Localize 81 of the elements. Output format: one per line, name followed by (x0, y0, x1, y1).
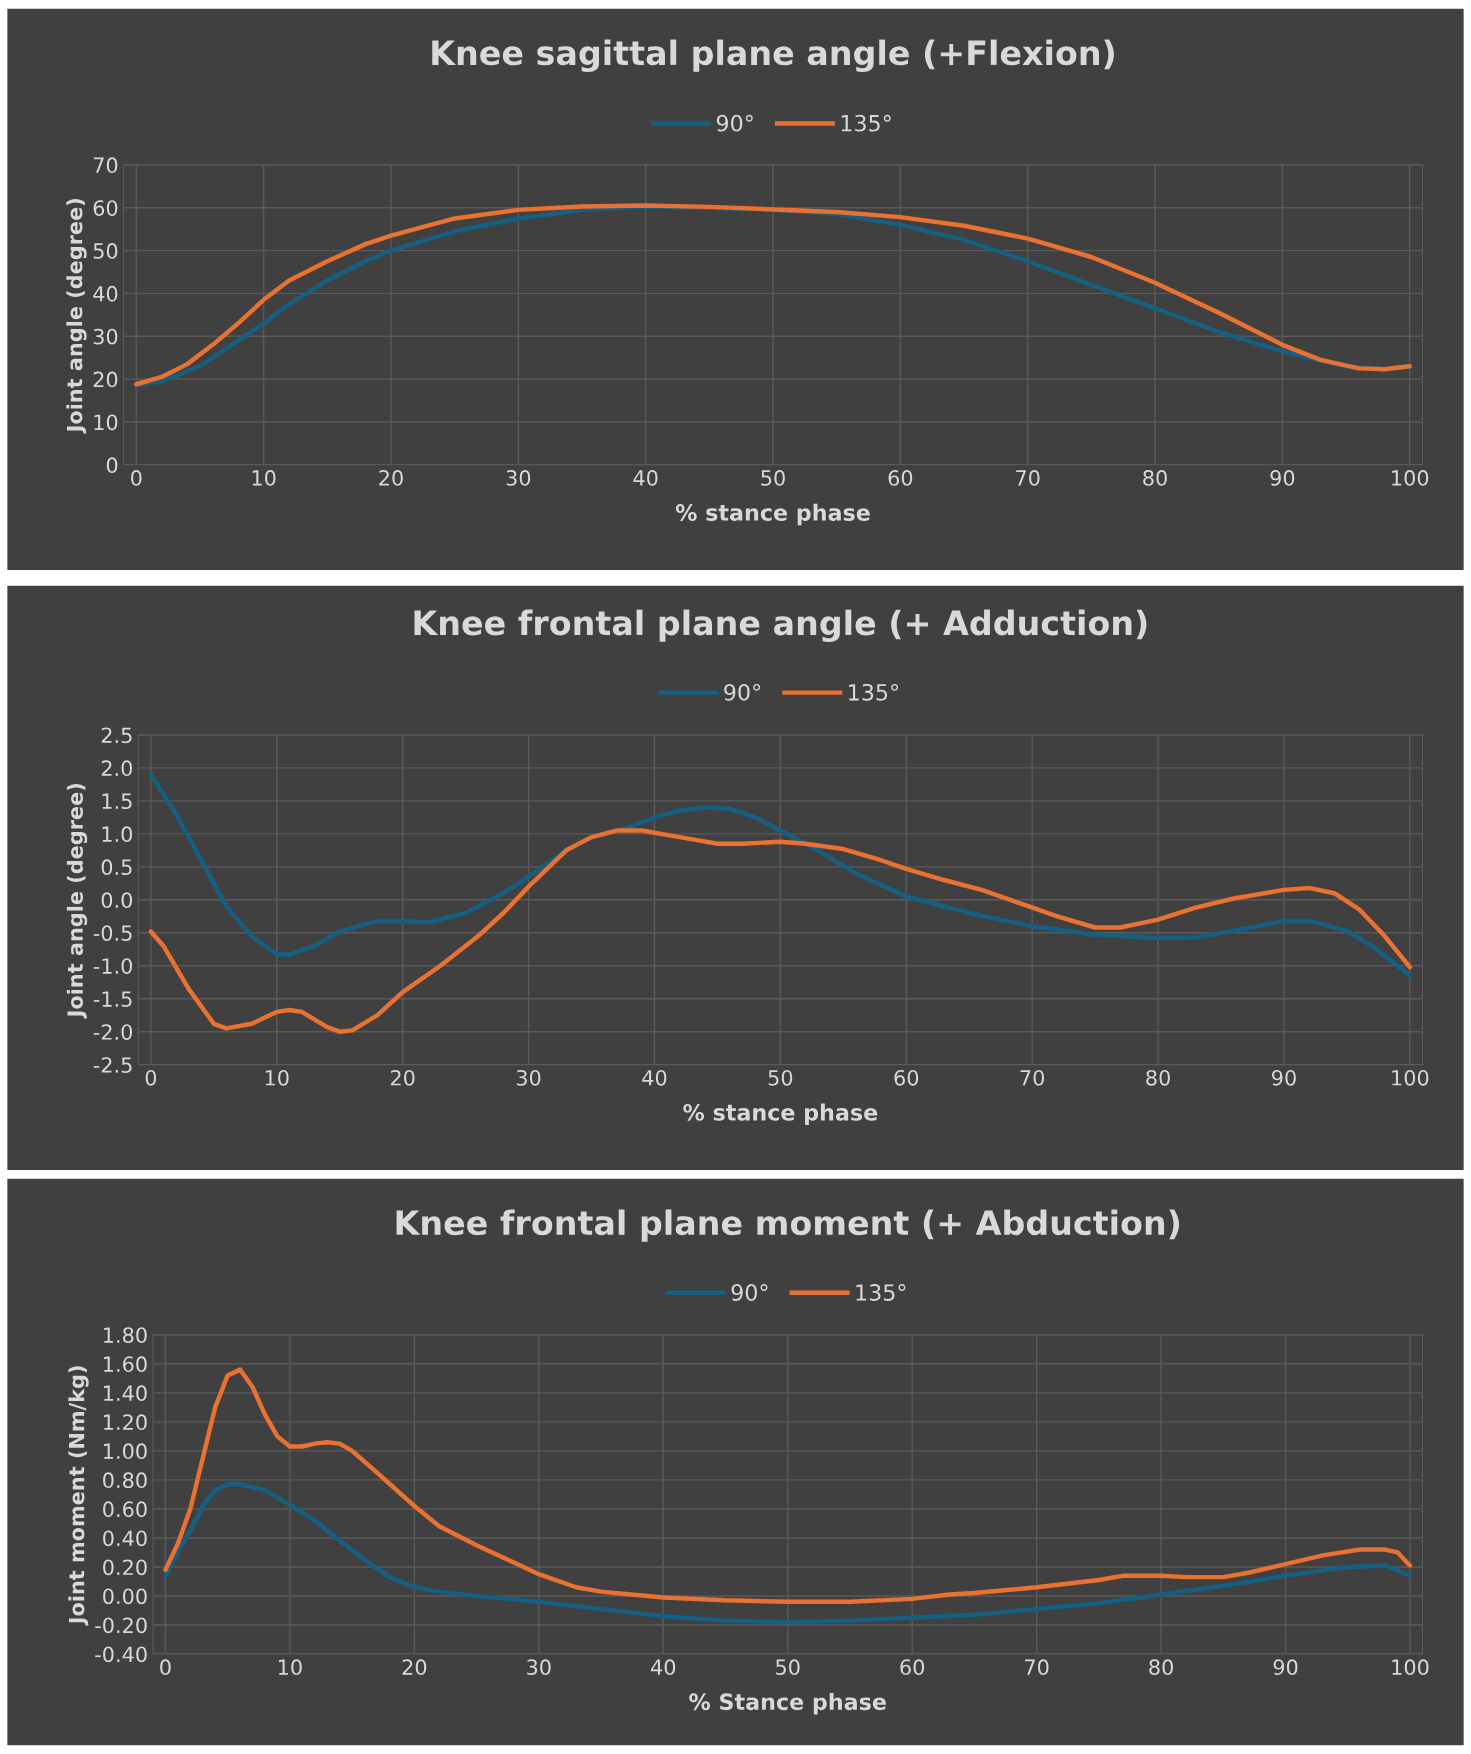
x-tick-label: 90 (1273, 1659, 1298, 1676)
y-tick-label: 60 (93, 200, 118, 216)
y-tick-label: 0.5 (101, 859, 132, 876)
x-tick-label: 90 (1272, 1069, 1296, 1086)
y-tick-label: 1.20 (104, 1414, 147, 1431)
y-tick-label: 0.40 (103, 1530, 147, 1547)
y-tick-label: -0.40 (95, 1646, 147, 1663)
y-tick-label: 20 (93, 371, 118, 388)
y-tick-label: -0.5 (93, 925, 132, 941)
x-tick-label: 80 (1143, 470, 1167, 486)
x-tick-label: 100 (1392, 1069, 1429, 1086)
x-tick-label: 30 (506, 470, 531, 486)
x-tick-label: 70 (1020, 1069, 1045, 1086)
x-tick-label: 100 (1392, 1659, 1429, 1676)
x-tick-label: 30 (516, 1069, 541, 1086)
x-tick-label: 50 (761, 470, 785, 486)
x-tick-label: 80 (1149, 1659, 1173, 1676)
y-tick-label: 40 (93, 285, 118, 302)
legend-label: 90° (731, 1284, 768, 1301)
chart-title: Knee frontal plane moment (+ Abduction) (396, 1209, 1180, 1242)
y-tick-label: 0.60 (103, 1501, 147, 1518)
y-tick-label: 2.5 (101, 727, 132, 744)
y-tick-label: 0.0 (101, 892, 133, 909)
x-axis-title: % stance phase (683, 1103, 878, 1126)
x-tick-label: 50 (768, 1069, 793, 1086)
legend-label: 135° (849, 683, 899, 701)
y-tick-label: 0.80 (103, 1472, 147, 1489)
x-tick-label: 100 (1392, 470, 1429, 486)
x-tick-label: 10 (265, 1069, 289, 1086)
y-tick-label: 10 (94, 414, 118, 431)
x-tick-label: 10 (252, 470, 276, 486)
y-tick-label: 30 (93, 328, 118, 345)
x-tick-label: 80 (1146, 1069, 1170, 1086)
x-tick-label: 60 (888, 470, 913, 486)
y-tick-label: -1.5 (93, 991, 132, 1007)
x-tick-label: 40 (642, 1069, 667, 1086)
y-tick-label: 1.00 (104, 1443, 147, 1460)
x-tick-label: 70 (1025, 1659, 1049, 1676)
y-axis-title: Joint angle (degree) (66, 199, 87, 434)
x-tick-label: 60 (894, 1069, 919, 1086)
y-tick-label: -2.0 (93, 1024, 133, 1040)
y-axis-title: Joint moment (Nm/kg) (68, 1366, 89, 1626)
y-tick-label: 0.20 (103, 1559, 147, 1576)
y-tick-label: -1.0 (93, 958, 133, 974)
x-axis-title: % Stance phase (689, 1692, 886, 1715)
y-tick-label: -0.20 (95, 1617, 147, 1634)
y-tick-label: 0 (106, 457, 118, 474)
x-tick-label: 20 (402, 1659, 427, 1676)
line-series (148, 828, 1413, 1034)
y-tick-label: 1.0 (102, 826, 133, 843)
y-tick-label: 50 (93, 243, 118, 259)
legend-label: 90° (724, 683, 761, 701)
x-axis-title: % stance phase (675, 503, 870, 526)
line-series (148, 772, 1413, 978)
y-tick-label: 1.80 (104, 1327, 147, 1344)
line-series (163, 1482, 1413, 1625)
x-tick-label: 50 (776, 1659, 800, 1676)
y-tick-label: 1.5 (102, 793, 132, 810)
x-tick-label: 60 (900, 1659, 925, 1676)
y-tick-label: 1.60 (104, 1356, 147, 1373)
x-tick-label: 70 (1016, 470, 1040, 486)
legend-label: 135° (856, 1284, 906, 1301)
chart-title: Knee sagittal plane angle (+Flexion) (432, 39, 1114, 73)
x-tick-label: 30 (527, 1659, 551, 1676)
line-series (163, 1367, 1413, 1604)
chart-title: Knee frontal plane angle (+ Adduction) (414, 609, 1147, 643)
y-axis-title: Joint angle (degree) (66, 784, 88, 1019)
x-tick-label: 10 (278, 1659, 302, 1676)
y-tick-label: 2.0 (101, 760, 133, 777)
y-tick-label: 1.40 (104, 1385, 147, 1402)
y-tick-label: 0.00 (103, 1588, 147, 1605)
y-tick-label: -2.5 (93, 1057, 132, 1073)
x-tick-label: 40 (651, 1659, 676, 1676)
x-tick-label: 20 (379, 470, 403, 486)
x-tick-label: 0 (160, 1659, 171, 1676)
x-tick-label: 90 (1270, 470, 1295, 486)
legend-label: 135° (841, 114, 891, 132)
x-tick-label: 40 (633, 470, 658, 486)
y-tick-label: 70 (93, 157, 118, 174)
x-tick-label: 20 (390, 1069, 415, 1086)
legend-label: 90° (716, 114, 753, 132)
